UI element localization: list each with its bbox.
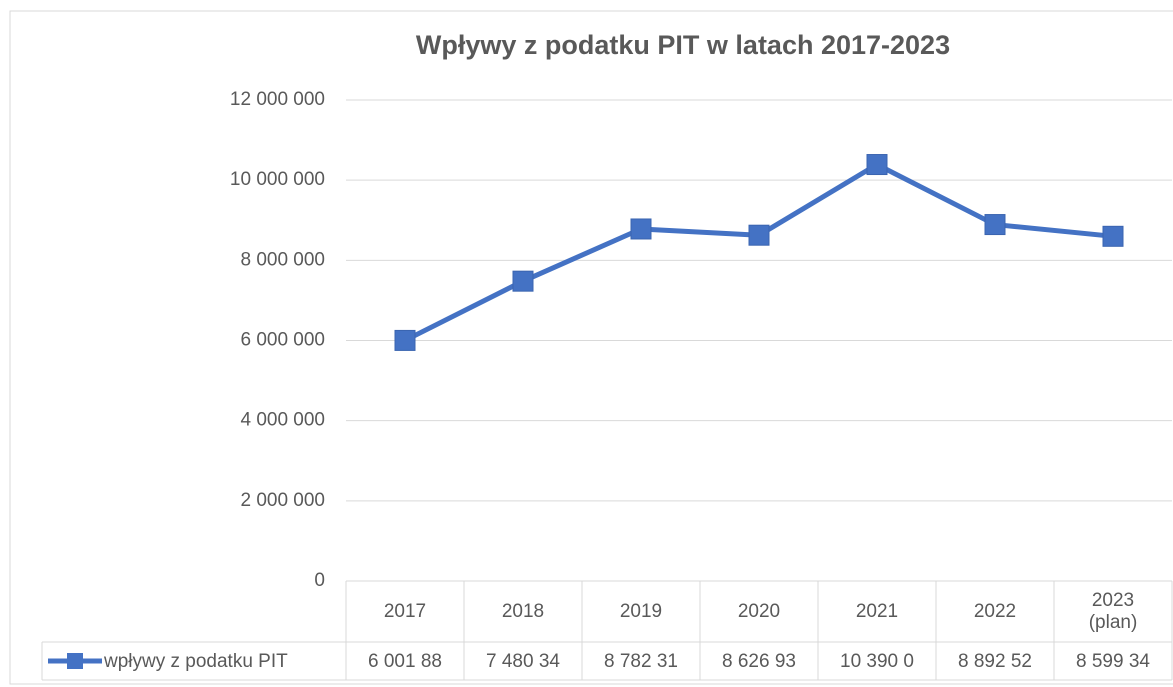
data-table-value: 7 480 34 bbox=[486, 651, 560, 672]
marker bbox=[512, 270, 534, 292]
marker bbox=[630, 218, 652, 240]
data-table-value: 8 892 52 bbox=[958, 651, 1032, 672]
data-table-value: 8 599 34 bbox=[1076, 651, 1150, 672]
legend-label: wpływy z podatku PIT bbox=[103, 651, 288, 672]
x-tick-label: 2022 bbox=[973, 600, 1017, 622]
y-tick-label: 2 000 000 bbox=[240, 490, 325, 511]
marker bbox=[1102, 225, 1124, 247]
y-tick-label: 8 000 000 bbox=[240, 249, 325, 270]
data-table-value: 8 782 31 bbox=[604, 651, 678, 672]
y-tick-label: 10 000 000 bbox=[230, 169, 325, 190]
marker bbox=[748, 224, 770, 246]
x-tick-label: 2017 bbox=[383, 600, 427, 622]
y-tick-label: 12 000 000 bbox=[230, 89, 325, 110]
legend-marker bbox=[67, 653, 83, 669]
y-tick-label: 0 bbox=[314, 570, 325, 591]
marker bbox=[866, 154, 888, 176]
x-tick-label: 2020 bbox=[737, 600, 781, 622]
y-tick-label: 6 000 000 bbox=[240, 330, 325, 351]
data-table-value: 8 626 93 bbox=[722, 651, 796, 672]
series-line bbox=[403, 162, 1114, 343]
data-table-value: 6 001 88 bbox=[368, 651, 442, 672]
marker bbox=[984, 214, 1006, 236]
y-tick-label: 4 000 000 bbox=[240, 410, 325, 431]
x-tick-label: 2021 bbox=[855, 600, 899, 622]
x-tick-label: 2018 bbox=[501, 600, 545, 622]
chart-title: Wpływy z podatku PIT w latach 2017-2023 bbox=[416, 30, 950, 60]
x-tick-label: 2023 (plan) bbox=[1088, 589, 1138, 633]
chart-border bbox=[9, 10, 1173, 685]
x-tick-label: 2019 bbox=[619, 600, 663, 622]
marker bbox=[394, 329, 416, 351]
data-table-value: 10 390 0 bbox=[840, 651, 914, 672]
